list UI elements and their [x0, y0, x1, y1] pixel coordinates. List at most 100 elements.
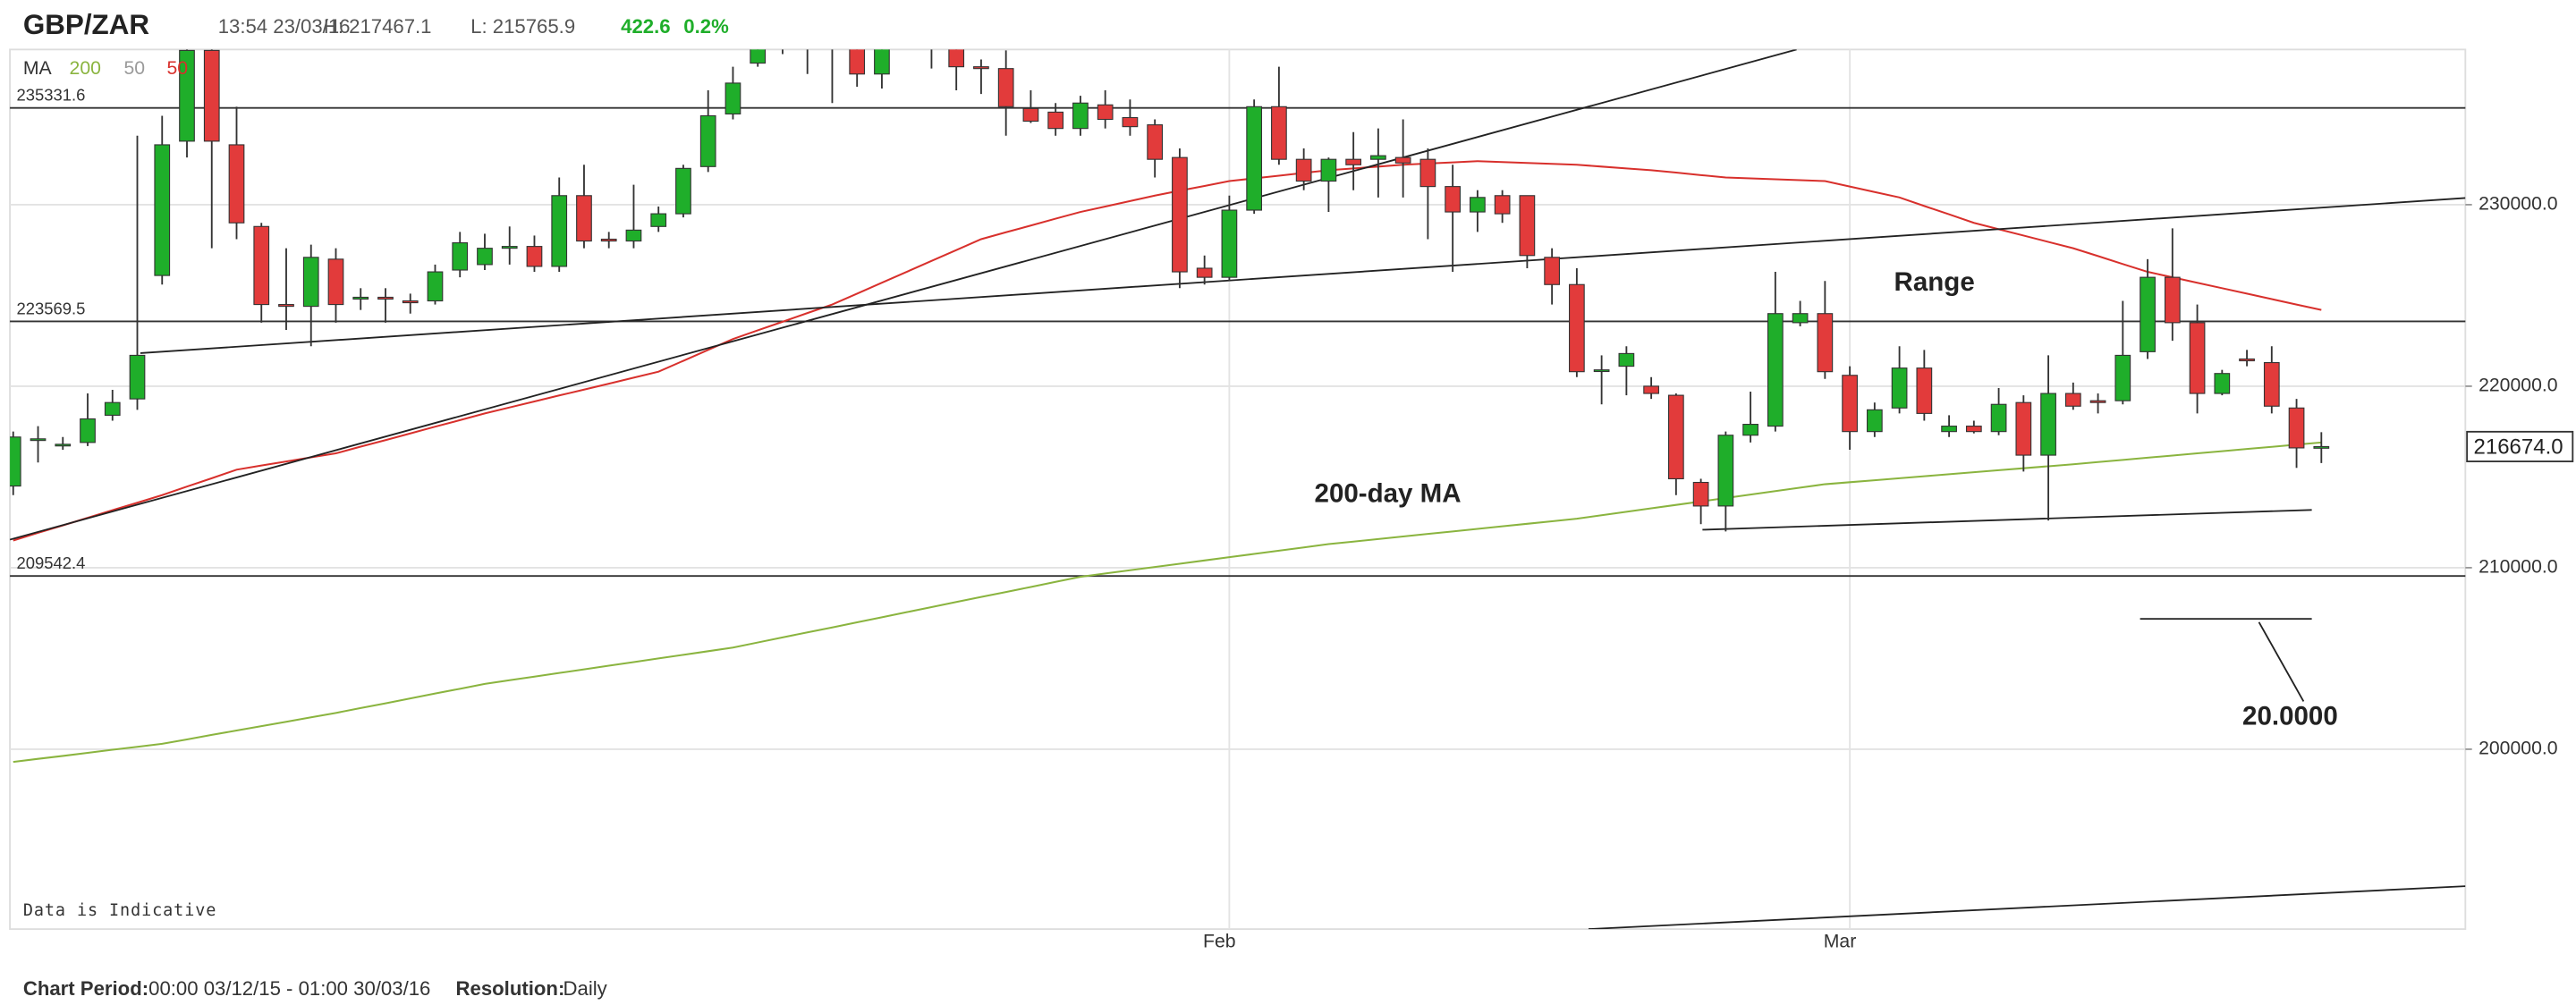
candle-body: [10, 436, 21, 487]
trendline: [1702, 509, 2312, 531]
candle-body: [1643, 385, 1659, 394]
candle-body: [1072, 102, 1089, 130]
candle-body: [2263, 361, 2280, 407]
candle-body: [253, 225, 270, 306]
candle-body: [997, 68, 1014, 107]
symbol: GBP/ZAR: [23, 9, 150, 40]
candle-body: [1221, 209, 1238, 278]
candle-body: [30, 438, 47, 442]
legend: MA 200 50 50: [23, 58, 188, 79]
period-label: Chart Period:: [23, 977, 148, 1000]
last-price-label: 216674.0: [2474, 435, 2563, 460]
legend-entry: 50: [123, 58, 145, 79]
y-tick-label: 210000.0: [2479, 557, 2558, 578]
candle-body: [302, 257, 319, 308]
candle-body: [2164, 276, 2181, 324]
candle-body: [650, 213, 667, 227]
levels: 235331.6 223569.5 209542.4: [10, 86, 2466, 578]
candle-body: [874, 49, 890, 75]
candle-body: [675, 167, 691, 215]
candle-body: [1742, 424, 1758, 436]
period: 00:00 03/12/15 - 01:00 30/03/16: [148, 977, 430, 1000]
candle-body: [2114, 354, 2131, 401]
candle-body: [1022, 107, 1039, 122]
candle-body: [1692, 481, 1709, 507]
candle-body: [1941, 426, 1957, 433]
disclaimer: Data is Indicative: [23, 901, 216, 920]
trendline: [140, 197, 2466, 354]
candle-body: [278, 304, 294, 308]
candle-body: [1147, 124, 1164, 160]
annotation: Range: [1894, 267, 1975, 297]
candle-body: [1717, 435, 1734, 507]
candle-body: [2313, 445, 2330, 449]
candle-body: [1370, 155, 1386, 160]
candle-body: [1172, 156, 1188, 273]
candle-body: [1494, 195, 1511, 215]
candle-body: [1097, 104, 1114, 121]
moving-average-line: [13, 441, 2322, 764]
candle-body: [179, 49, 195, 142]
candle-body: [2288, 407, 2305, 449]
candle-body: [477, 248, 493, 266]
candle-body: [1817, 313, 1834, 373]
legend-entry: 200: [70, 58, 101, 79]
candle-body: [1246, 106, 1263, 211]
candle-body: [2140, 276, 2156, 352]
candle-body: [1519, 195, 1536, 257]
candle-body: [849, 49, 866, 75]
annotation: 200-day MA: [1315, 478, 1462, 508]
candle-body: [551, 195, 568, 267]
change: 422.6: [621, 15, 670, 38]
candle-body: [1842, 375, 1858, 433]
candle-body: [1965, 426, 1982, 433]
candle-body: [80, 418, 96, 443]
candle-body: [352, 296, 369, 300]
candle-body: [600, 238, 617, 242]
candle-body: [1668, 394, 1684, 480]
candle-body: [1569, 283, 1585, 373]
candle-body: [2239, 358, 2255, 362]
candle-body: [427, 271, 444, 302]
trendlines: [10, 49, 2466, 930]
candle-body: [1445, 186, 1461, 213]
moving-average-line: [13, 160, 2322, 542]
level-label: 223569.5: [16, 299, 85, 317]
candle-body: [1767, 313, 1784, 427]
candle-body: [1593, 369, 1610, 373]
moving-averages: [13, 160, 2322, 764]
candle-body: [452, 242, 469, 271]
candle-body: [2064, 393, 2081, 407]
candle-body: [228, 144, 245, 224]
legend-entry: 50: [166, 58, 188, 79]
candle-body: [750, 49, 767, 64]
candle-body: [1419, 158, 1436, 188]
candle-body: [377, 296, 394, 300]
y-tick-label: 230000.0: [2479, 194, 2558, 215]
candle-body: [625, 229, 642, 242]
y-tick-label: 200000.0: [2479, 739, 2558, 759]
last-price-box: [2466, 430, 2574, 462]
candle-body: [1122, 116, 1139, 128]
resolution: Daily: [564, 977, 608, 1000]
candle-body: [55, 443, 72, 447]
annotation: 20.0000: [2242, 702, 2338, 731]
candle-body: [1544, 257, 1560, 285]
candle-body: [1618, 352, 1635, 367]
candles: [10, 49, 2330, 532]
plot-frame: [9, 48, 2467, 931]
change-pct: 0.2%: [683, 15, 729, 38]
level-label: 235331.6: [16, 86, 85, 105]
candle-body: [2089, 400, 2106, 403]
axes: 200000.0 210000.0 220000.0 230000.0 Feb Mar 21…: [1203, 194, 2574, 951]
level-label: 209542.4: [16, 553, 85, 572]
candle-body: [1320, 158, 1337, 182]
candle-body: [2040, 393, 2056, 456]
candle-body: [1345, 158, 1362, 165]
candle-body: [576, 195, 592, 242]
time: 13:54 23/03/16: [218, 15, 351, 38]
candle-body: [2189, 322, 2206, 394]
candle-body: [1470, 197, 1486, 213]
